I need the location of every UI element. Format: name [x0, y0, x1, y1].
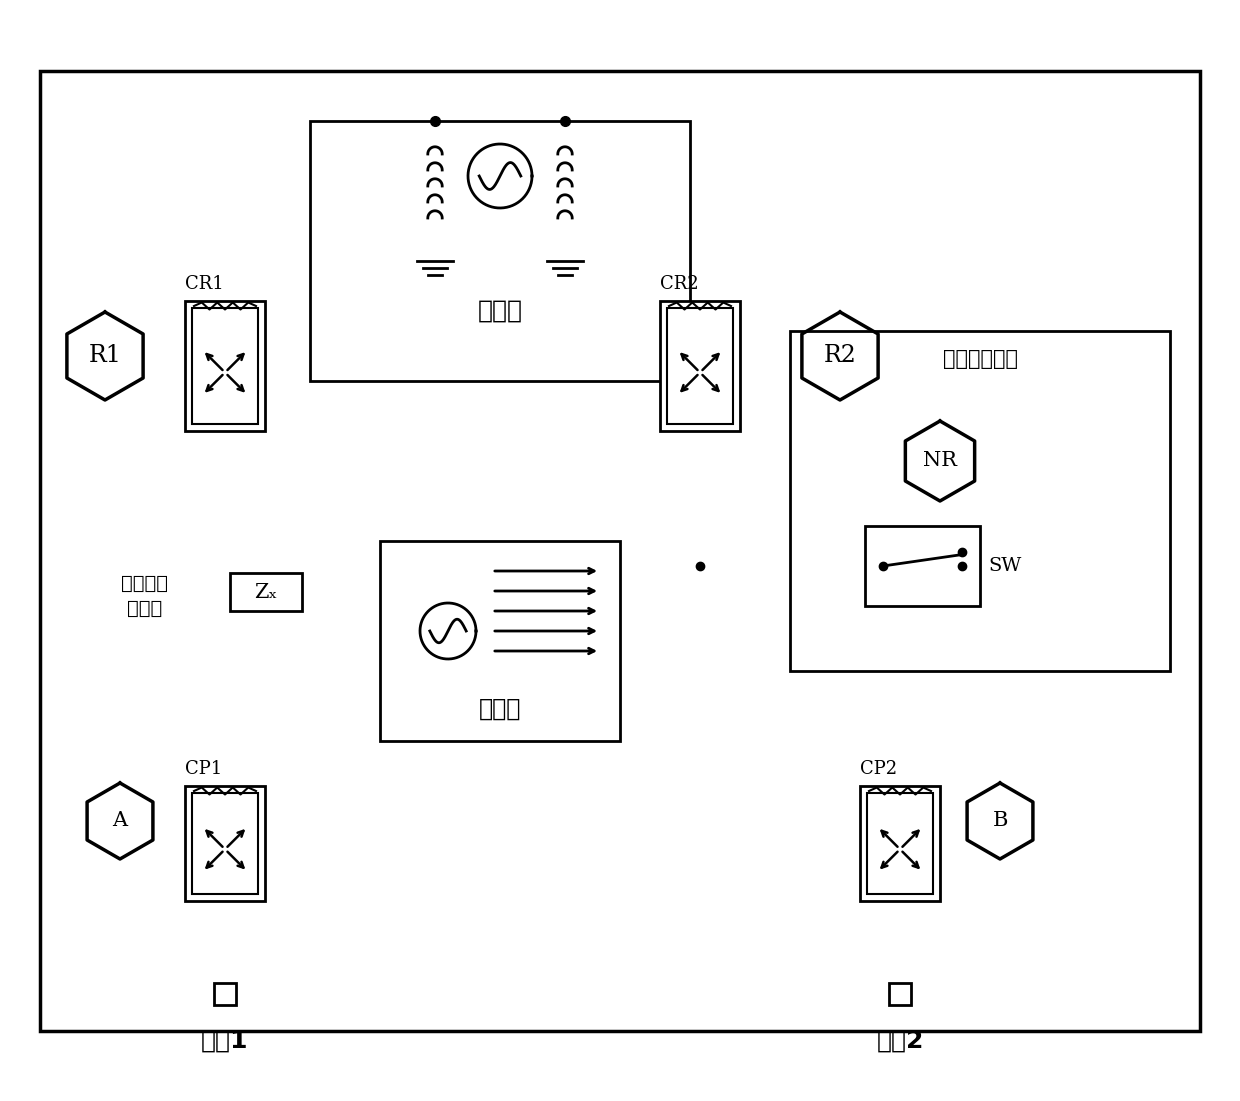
- Bar: [229, 573, 303, 611]
- Bar: [215, 983, 236, 1005]
- Bar: [185, 786, 265, 901]
- Text: CR1: CR1: [185, 275, 223, 293]
- Text: SW: SW: [988, 557, 1022, 575]
- Text: A: A: [113, 811, 128, 830]
- Bar: [660, 301, 740, 430]
- Text: Zₓ: Zₓ: [254, 582, 278, 601]
- Text: 噪声测量模块: 噪声测量模块: [942, 349, 1018, 369]
- Bar: [192, 793, 258, 894]
- Bar: [185, 301, 265, 430]
- Text: R2: R2: [823, 345, 857, 368]
- Text: CP1: CP1: [185, 760, 222, 778]
- Bar: [192, 308, 258, 424]
- Bar: [867, 793, 932, 894]
- Bar: [310, 121, 689, 381]
- Text: 端口1: 端口1: [201, 1029, 249, 1053]
- Bar: [861, 786, 940, 901]
- Text: 电子阻抗: 电子阻抗: [122, 574, 169, 592]
- Text: CP2: CP2: [861, 760, 897, 778]
- Text: 端口2: 端口2: [877, 1029, 924, 1053]
- Text: R1: R1: [88, 345, 122, 368]
- Text: 调配器: 调配器: [128, 599, 162, 618]
- Bar: [889, 983, 911, 1005]
- Bar: [40, 70, 1200, 1031]
- Bar: [790, 331, 1171, 671]
- Bar: [866, 526, 980, 606]
- Bar: [667, 308, 733, 424]
- Text: CR2: CR2: [660, 275, 698, 293]
- Text: 本振源: 本振源: [479, 697, 521, 721]
- Text: 信号源: 信号源: [477, 299, 522, 323]
- Text: NR: NR: [923, 451, 957, 470]
- Bar: [379, 541, 620, 741]
- Text: B: B: [992, 811, 1008, 830]
